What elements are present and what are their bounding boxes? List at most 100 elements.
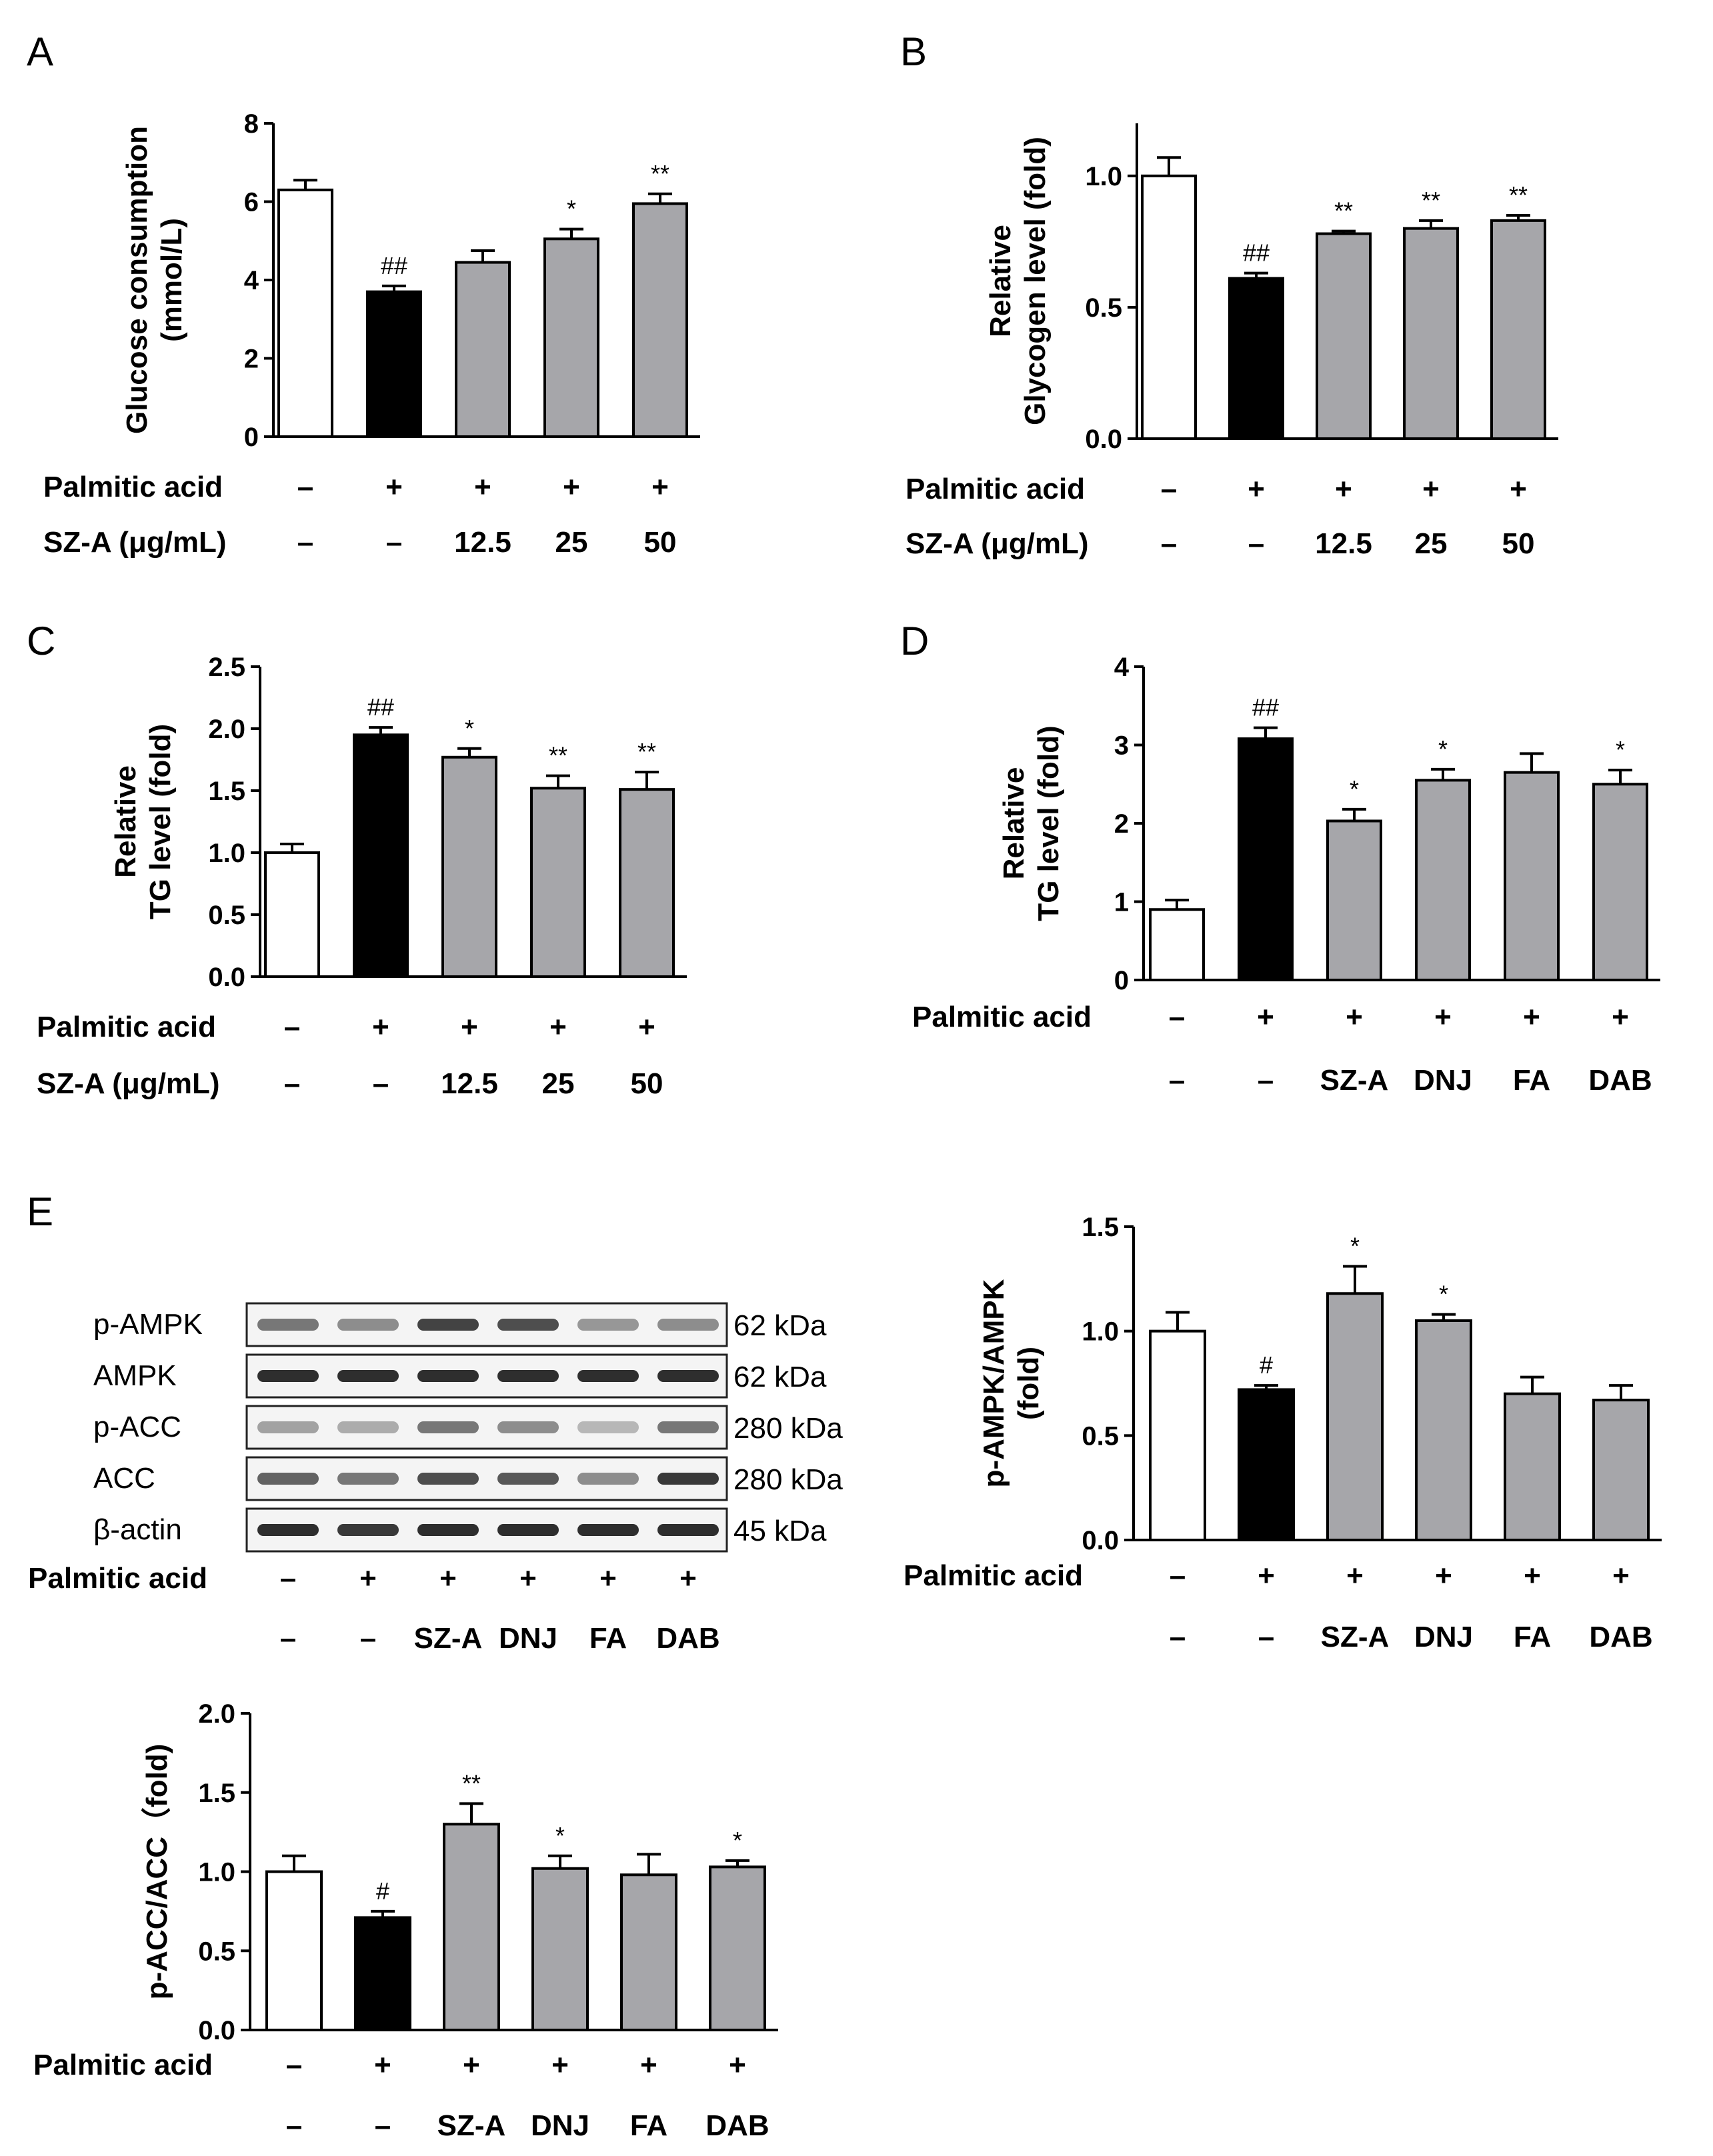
y-axis-label: p-AMPK/AMPK: [978, 1279, 1010, 1487]
blot-band: [337, 1524, 399, 1536]
blot-band: [577, 1473, 639, 1485]
y-axis-label: (mmol/L): [155, 218, 188, 342]
y-tick-label: 3: [1114, 731, 1129, 761]
bar: [1592, 1399, 1650, 1541]
y-tick-label: 0.5: [198, 1937, 235, 1966]
condition-value: 12.5: [1315, 527, 1372, 560]
blot-band: [417, 1421, 479, 1433]
y-tick-label: 1.5: [1082, 1213, 1119, 1242]
condition-value: +: [1346, 1559, 1364, 1592]
condition-value: FA: [1513, 1064, 1550, 1097]
blot-band: [657, 1524, 719, 1536]
panel-label-a: A: [27, 29, 53, 74]
condition-value: +: [519, 1562, 537, 1595]
condition-value: 25: [1415, 527, 1448, 560]
blot-band-label: AMPK: [93, 1359, 177, 1392]
condition-value: SZ-A: [437, 2109, 506, 2142]
condition-value: +: [1248, 473, 1265, 505]
blot-kda-label: 62 kDa: [733, 1309, 827, 1342]
blot-band: [497, 1524, 559, 1536]
condition-value: +: [1612, 1559, 1630, 1592]
condition-value: –: [360, 1622, 376, 1655]
condition-row-label: SZ-A (μg/mL): [37, 1067, 220, 1100]
significance-mark: #: [1260, 1351, 1273, 1379]
significance-mark: **: [549, 742, 567, 769]
blot-band: [497, 1370, 559, 1382]
blot-band: [337, 1319, 399, 1331]
condition-row-label: Palmitic acid: [33, 2049, 213, 2081]
significance-mark: **: [1334, 197, 1353, 225]
significance-mark: ##: [1252, 694, 1279, 721]
y-tick-label: 1.5: [208, 777, 245, 806]
bar: [354, 1916, 411, 2031]
y-tick-label: 1: [1114, 888, 1129, 917]
y-tick-label: 0: [1114, 966, 1129, 995]
y-tick-label: 4: [244, 266, 259, 295]
condition-value: –: [373, 1067, 389, 1100]
blot-band: [497, 1319, 559, 1331]
bar: [1326, 1292, 1384, 1542]
condition-value: SZ-A: [414, 1622, 483, 1655]
condition-value: –: [386, 526, 402, 559]
blot-strip: [245, 1507, 728, 1553]
blot-kda-label: 280 kDa: [733, 1463, 843, 1496]
blot-band-label: ACC: [93, 1462, 155, 1495]
blot-strip: [245, 1353, 728, 1399]
bar: [441, 755, 497, 979]
y-tick-label: 0.0: [198, 2016, 235, 2045]
blot-band: [577, 1370, 639, 1382]
condition-value: +: [1335, 473, 1352, 505]
significance-mark: *: [1350, 775, 1359, 803]
condition-value: –: [1161, 473, 1177, 505]
blot-band: [657, 1319, 719, 1331]
condition-value: +: [374, 2049, 391, 2081]
bar: [1415, 779, 1471, 981]
blot-band: [337, 1421, 399, 1433]
bar: [1149, 1329, 1206, 1541]
significance-mark: ##: [1243, 239, 1270, 267]
condition-value: DNJ: [499, 1622, 557, 1655]
significance-mark: *: [465, 715, 474, 742]
condition-value: FA: [630, 2109, 667, 2142]
y-axis-label: (fold): [1012, 1347, 1045, 1420]
condition-value: +: [372, 1011, 389, 1043]
significance-mark: **: [1509, 181, 1528, 209]
blot-band: [657, 1473, 719, 1485]
chart-d-tg-compounds: 0 1 2 3 4 Relative TG level (fold) ## * * * Palmiti…: [912, 653, 1660, 1097]
y-axis-label: Glycogen level (fold): [1019, 137, 1052, 425]
condition-value: –: [297, 471, 313, 503]
significance-mark: *: [733, 1827, 742, 1854]
bar: [265, 1870, 323, 2031]
condition-value: +: [599, 1562, 617, 1595]
y-tick-label: 1.0: [208, 839, 245, 868]
condition-value: –: [1248, 527, 1264, 560]
significance-mark: ##: [367, 693, 394, 721]
significance-mark: **: [462, 1769, 481, 1797]
condition-row-label: SZ-A (μg/mL): [43, 526, 227, 559]
blot-band-label: p-ACC: [93, 1411, 181, 1443]
chart-e-p-acc: 0.00.51.01.52.0p-ACC/ACC（fold) #*** *Palmi…: [33, 1699, 778, 2142]
y-tick-label: 8: [244, 109, 259, 139]
condition-value: –: [280, 1622, 296, 1655]
blot-band-label: p-AMPK: [93, 1308, 203, 1341]
y-tick-label: 1.0: [198, 1858, 235, 1887]
significance-mark: **: [651, 160, 669, 187]
condition-value: 50: [1502, 527, 1535, 560]
condition-value: 25: [542, 1067, 575, 1100]
significance-mark: *: [555, 1822, 565, 1849]
y-tick-label: 0: [244, 423, 259, 452]
condition-row-label: Palmitic acid: [28, 1562, 207, 1595]
y-tick-label: 0.5: [1085, 293, 1122, 323]
y-tick-label: 6: [244, 188, 259, 217]
condition-value: +: [1435, 1559, 1452, 1592]
bar: [531, 1867, 589, 2031]
condition-value: +: [1523, 1001, 1540, 1033]
blot-strip: [245, 1456, 728, 1501]
blot-band: [417, 1473, 479, 1485]
panel-label-b: B: [900, 29, 927, 74]
bar: [530, 787, 586, 979]
blot-band: [257, 1473, 319, 1485]
blot-kda-label: 62 kDa: [733, 1361, 827, 1393]
blot-band: [577, 1524, 639, 1536]
